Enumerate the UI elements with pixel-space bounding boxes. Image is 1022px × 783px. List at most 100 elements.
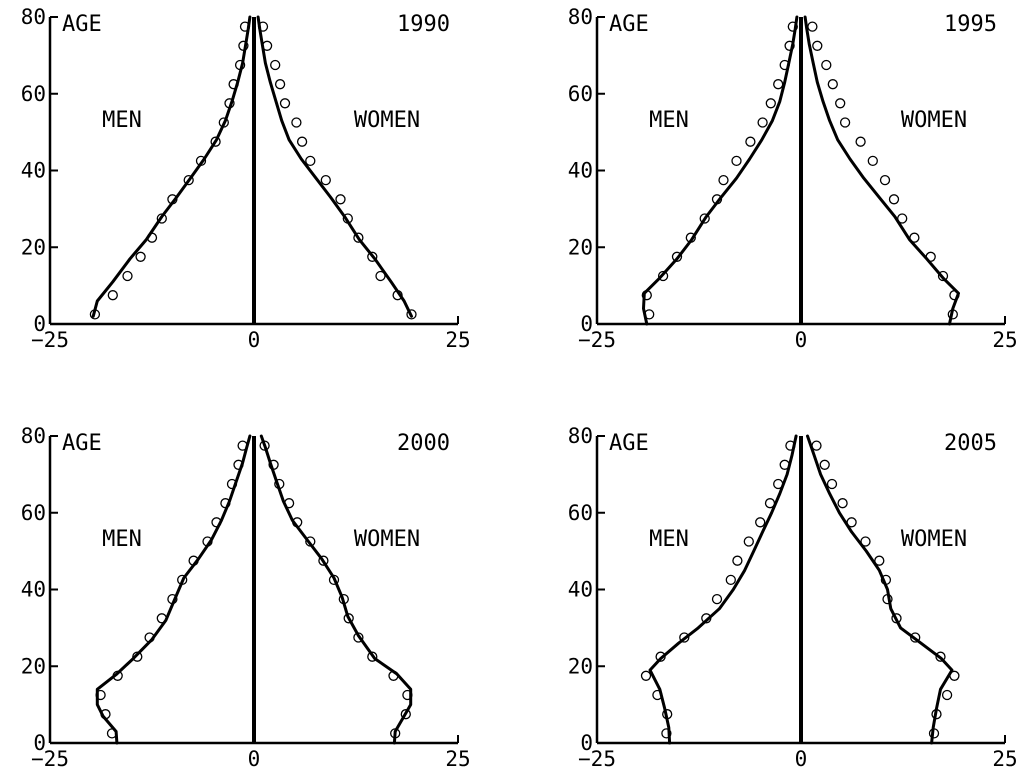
women-data-marker [320, 174, 331, 186]
men-data-marker [107, 290, 118, 301]
women-data-marker [305, 536, 316, 547]
men-data-marker [156, 613, 167, 624]
women-data-marker [328, 574, 340, 586]
women-data-marker [855, 136, 866, 147]
women-data-marker [390, 728, 401, 739]
year-label: 2000 [397, 431, 450, 456]
women-curve [256, 15, 413, 318]
men-data-marker [233, 459, 244, 470]
women-data-marker [827, 79, 838, 90]
men-label: MEN [649, 527, 689, 552]
x-tick-label: 0 [795, 328, 808, 352]
men-label: MEN [102, 527, 142, 552]
men-data-marker [785, 440, 796, 451]
men-data-marker [779, 59, 790, 71]
men-data-marker [640, 670, 652, 681]
men-data-marker [652, 689, 663, 701]
men-data-marker [662, 709, 673, 720]
women-curve [806, 434, 954, 745]
year-label: 1995 [944, 12, 997, 37]
year-label: 1990 [397, 12, 450, 37]
women-data-marker [826, 478, 838, 490]
women-data-marker [400, 709, 411, 720]
men-data-marker [655, 651, 666, 662]
women-data-marker [335, 194, 346, 205]
men-data-marker [679, 632, 690, 643]
men-data-marker [699, 213, 710, 224]
age-label: AGE [62, 431, 102, 456]
women-data-marker [931, 709, 942, 720]
year-label: 2005 [944, 431, 997, 456]
women-data-marker [343, 613, 354, 624]
men-data-marker [764, 498, 776, 509]
age-label: AGE [62, 12, 102, 37]
y-tick-label: 60 [21, 82, 46, 106]
women-data-marker [910, 632, 921, 643]
men-data-marker [106, 728, 118, 739]
men-data-marker [641, 290, 652, 301]
men-data-marker [657, 270, 669, 282]
men-data-marker [661, 728, 672, 739]
men-data-marker [732, 555, 743, 566]
women-data-marker [305, 155, 316, 167]
men-data-marker [685, 232, 696, 243]
women-data-marker [274, 478, 285, 490]
women-curve [259, 434, 413, 745]
men-data-marker [239, 21, 251, 32]
women-label: WOMEN [354, 527, 420, 552]
y-tick-label: 80 [21, 424, 46, 448]
age-label: AGE [609, 431, 649, 456]
men-data-marker [202, 536, 213, 547]
women-data-marker [402, 689, 413, 701]
men-data-marker [218, 117, 229, 128]
men-data-marker [787, 21, 798, 32]
women-data-marker [837, 498, 848, 509]
men-data-marker [156, 213, 167, 224]
women-label: WOMEN [901, 108, 967, 133]
women-data-marker [292, 517, 303, 528]
men-data-marker [135, 251, 146, 262]
men-data-marker [210, 136, 221, 147]
women-data-marker [925, 251, 936, 262]
men-data-marker [711, 194, 723, 205]
x-tick-label: −25 [31, 328, 69, 352]
y-tick-label: 0 [33, 312, 46, 336]
y-tick-label: 40 [568, 578, 593, 602]
men-data-marker [779, 459, 790, 470]
women-data-marker [259, 440, 270, 451]
women-data-marker [268, 459, 279, 470]
women-data-marker [888, 194, 900, 205]
women-data-marker [392, 290, 403, 301]
men-data-marker [725, 574, 736, 586]
y-tick-label: 80 [568, 5, 593, 29]
men-data-marker [220, 498, 231, 509]
men-data-marker [765, 98, 776, 109]
x-tick-label: 25 [445, 328, 470, 352]
men-data-marker [132, 651, 143, 662]
men-data-marker [701, 613, 712, 624]
men-data-marker [167, 593, 178, 605]
men-data-marker [122, 270, 133, 282]
men-data-marker [757, 117, 768, 128]
men-data-marker [644, 309, 655, 320]
men-data-marker [228, 79, 239, 90]
men-data-marker [234, 59, 246, 71]
x-tick-label: 25 [992, 747, 1017, 771]
women-data-marker [860, 536, 871, 547]
women-data-marker [897, 213, 908, 224]
women-data-marker [846, 517, 857, 528]
women-data-marker [270, 59, 281, 71]
women-data-marker [909, 232, 920, 243]
men-data-marker [89, 309, 101, 320]
men-curve [91, 15, 252, 318]
men-data-marker [112, 670, 123, 681]
women-curve [803, 15, 960, 326]
women-data-marker [283, 498, 295, 509]
women-data-marker [388, 670, 399, 681]
x-tick-label: 0 [248, 747, 261, 771]
y-tick-label: 60 [568, 82, 593, 106]
y-tick-label: 0 [580, 312, 593, 336]
men-label: MEN [649, 108, 689, 133]
women-data-marker [835, 98, 846, 109]
